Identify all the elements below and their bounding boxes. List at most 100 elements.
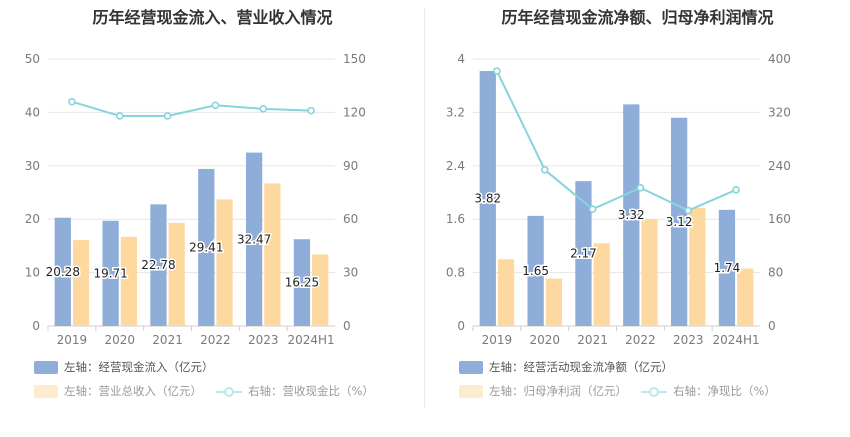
left-right-tick-label: 150 bbox=[343, 52, 366, 66]
right-x-tick-label: 2021 bbox=[577, 333, 608, 347]
right-data-label: 3.82 bbox=[474, 192, 501, 206]
left-bar-series1 bbox=[198, 168, 215, 326]
right-ratio-line bbox=[496, 70, 737, 212]
right-bar-series1 bbox=[575, 181, 592, 326]
left-ratio-point bbox=[163, 112, 172, 120]
left-ratio-point bbox=[68, 97, 76, 106]
left-right-tick-label: 60 bbox=[343, 212, 358, 226]
right-bar-series1 bbox=[718, 209, 736, 326]
left-right-tick-label: 90 bbox=[343, 159, 358, 173]
left-bar-series1 bbox=[102, 220, 119, 326]
left-bar-series2 bbox=[216, 199, 233, 326]
right-chart-title: 历年经营现金流净额、归母净利润情况 bbox=[501, 8, 774, 27]
right-left-tick-label: 4 bbox=[457, 52, 465, 66]
right-left-tick-label: 1.6 bbox=[446, 212, 465, 226]
left-x-tick-label: 2020 bbox=[104, 333, 135, 347]
right-chart-panel: 历年经营现金流净额、归母净利润情况 0 0 0.8 80 1.6 160 2.4 240 3.2… bbox=[425, 0, 850, 437]
left-x-tick-label: 2023 bbox=[248, 333, 279, 347]
left-legend-label-cash-inflow: 左轴：经营现金流入（亿元） bbox=[64, 360, 214, 374]
left-data-label: 29.41 bbox=[189, 240, 223, 254]
right-legend-swatch-blue bbox=[459, 360, 483, 374]
left-bar-series2 bbox=[168, 222, 185, 326]
right-bar-series2 bbox=[593, 243, 610, 326]
right-bar-series1 bbox=[479, 71, 496, 326]
left-x-tick-label: 2021 bbox=[152, 333, 183, 347]
right-ratio-point bbox=[540, 166, 549, 174]
left-legend-item-ratio[interactable]: 右轴：营收现金比（%） bbox=[216, 383, 374, 399]
left-chart-plot: 0 0 10 30 20 60 30 90 40 120 50 150 2019 2020 2021 2022… bbox=[25, 52, 366, 347]
right-legend-label-net-profit: 左轴：归母净利润（亿元） bbox=[489, 384, 627, 398]
right-right-tick-label: 160 bbox=[768, 212, 791, 226]
left-chart-title: 历年经营现金流入、营业收入情况 bbox=[92, 8, 333, 27]
left-ratio-point bbox=[115, 112, 124, 120]
right-left-tick-label: 0 bbox=[457, 319, 465, 333]
right-left-tick-label: 0.8 bbox=[446, 266, 465, 280]
left-right-tick-label: 0 bbox=[343, 319, 351, 333]
right-legend-line-icon bbox=[641, 385, 667, 398]
right-x-tick-label: 2023 bbox=[673, 333, 704, 347]
left-ratio-point bbox=[211, 101, 220, 110]
right-right-tick-label: 80 bbox=[768, 266, 783, 280]
right-bar-series1 bbox=[670, 117, 688, 327]
right-legend-item-ratio[interactable]: 右轴：净现比（%） bbox=[641, 383, 776, 399]
right-ratio-point bbox=[493, 67, 501, 75]
left-bar-series1 bbox=[150, 204, 167, 326]
right-right-tick-label: 320 bbox=[768, 105, 791, 119]
right-bar-series2 bbox=[689, 207, 706, 326]
right-legend-item-net-profit[interactable]: 左轴：归母净利润（亿元） bbox=[459, 383, 627, 399]
left-legend-item-cash-inflow[interactable]: 左轴：经营现金流入（亿元） bbox=[34, 359, 214, 375]
left-data-label: 20.28 bbox=[46, 265, 80, 279]
right-ratio-point bbox=[732, 186, 740, 194]
left-data-label: 16.25 bbox=[285, 276, 319, 290]
right-data-label: 1.65 bbox=[522, 264, 549, 278]
left-bar-series2 bbox=[72, 240, 90, 326]
right-ratio-point bbox=[684, 206, 693, 215]
left-legend-row-1: 左轴：经营现金流入（亿元） bbox=[34, 359, 228, 375]
right-bar-series1 bbox=[623, 104, 640, 326]
right-legend-swatch-orange bbox=[459, 384, 483, 398]
left-legend-swatch-blue bbox=[34, 360, 58, 374]
left-ratio-point bbox=[307, 106, 315, 115]
right-chart-plot: 0 0 0.8 80 1.6 160 2.4 240 3.2 320 4 400 2019 2020 202… bbox=[446, 52, 791, 347]
right-right-tick-label: 0 bbox=[768, 319, 776, 333]
right-bar-series2 bbox=[497, 259, 515, 326]
left-bar-series1 bbox=[245, 152, 263, 326]
left-left-tick-label: 40 bbox=[25, 105, 40, 119]
left-left-tick-label: 50 bbox=[25, 52, 40, 66]
right-left-tick-label: 2.4 bbox=[446, 159, 465, 173]
panel-divider bbox=[424, 8, 425, 408]
right-data-label: 1.74 bbox=[714, 261, 741, 275]
left-bar-series1 bbox=[293, 239, 311, 326]
left-ratio-line bbox=[71, 100, 312, 117]
left-bar-series2 bbox=[120, 236, 138, 326]
right-legend-item-net-cash[interactable]: 左轴：经营活动现金流净额（亿元） bbox=[459, 359, 673, 375]
left-data-label: 19.71 bbox=[93, 266, 127, 280]
right-data-label: 3.32 bbox=[618, 208, 645, 222]
left-right-tick-label: 120 bbox=[343, 105, 366, 119]
right-x-tick-label: 2019 bbox=[482, 333, 513, 347]
left-bar-series1 bbox=[54, 217, 71, 326]
left-x-tick-label: 2022 bbox=[200, 333, 231, 347]
right-x-tick-label: 2024H1 bbox=[712, 333, 759, 347]
right-bar-series2 bbox=[641, 219, 658, 326]
left-left-tick-label: 0 bbox=[32, 319, 40, 333]
right-legend-label-ratio: 右轴：净现比（%） bbox=[673, 384, 776, 398]
left-legend-label-ratio: 右轴：营收现金比（%） bbox=[248, 384, 374, 398]
left-left-tick-label: 10 bbox=[25, 266, 40, 280]
right-bar-series2 bbox=[737, 268, 754, 326]
left-bar-series2 bbox=[264, 183, 281, 326]
right-right-tick-label: 400 bbox=[768, 52, 791, 66]
right-right-tick-label: 240 bbox=[768, 159, 791, 173]
right-legend-row-1: 左轴：经营活动现金流净额（亿元） bbox=[459, 359, 687, 375]
left-legend-line-icon bbox=[216, 385, 242, 398]
right-bar-series1 bbox=[527, 215, 544, 326]
left-x-tick-label: 2024H1 bbox=[287, 333, 334, 347]
left-ratio-point bbox=[259, 105, 268, 113]
left-bar-series2 bbox=[312, 254, 329, 326]
left-data-label: 32.47 bbox=[237, 232, 271, 246]
right-legend-label-net-cash: 左轴：经营活动现金流净额（亿元） bbox=[489, 360, 673, 374]
right-legend-row-2: 左轴：归母净利润（亿元） 右轴：净现比（%） bbox=[459, 383, 790, 399]
left-legend-item-revenue[interactable]: 左轴：营业总收入（亿元） bbox=[34, 383, 202, 399]
right-ratio-point bbox=[636, 184, 645, 192]
right-data-label: 2.17 bbox=[570, 247, 597, 261]
